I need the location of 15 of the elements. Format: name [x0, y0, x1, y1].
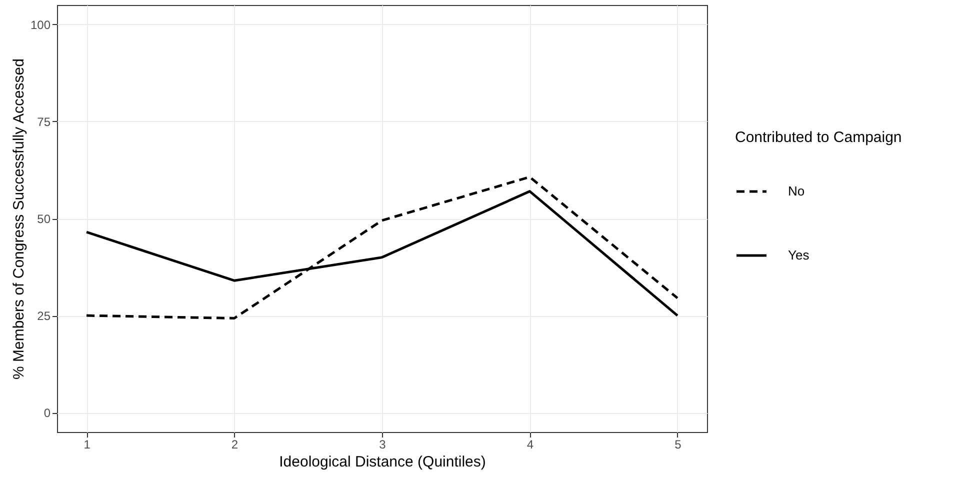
- y-tick-label: 25: [37, 309, 51, 324]
- x-tick-label: 4: [526, 438, 534, 452]
- x-tick-label: 1: [84, 438, 91, 452]
- x-axis-title: Ideological Distance (Quintiles): [279, 454, 486, 470]
- x-tick-label: 2: [231, 438, 238, 452]
- legend-label: Yes: [788, 248, 810, 262]
- y-tick-label: 100: [30, 18, 51, 32]
- y-axis-title: % Members of Congress Successfully Accessed: [10, 58, 28, 380]
- x-tick-label: 5: [674, 438, 682, 452]
- legend-label: No: [788, 184, 805, 198]
- x-tick-label: 3: [379, 438, 386, 452]
- y-tick-label: 0: [44, 406, 51, 420]
- y-tick-label: 75: [37, 114, 51, 129]
- y-tick-label: 50: [37, 212, 51, 226]
- legend-title: Contributed to Campaign: [735, 129, 902, 146]
